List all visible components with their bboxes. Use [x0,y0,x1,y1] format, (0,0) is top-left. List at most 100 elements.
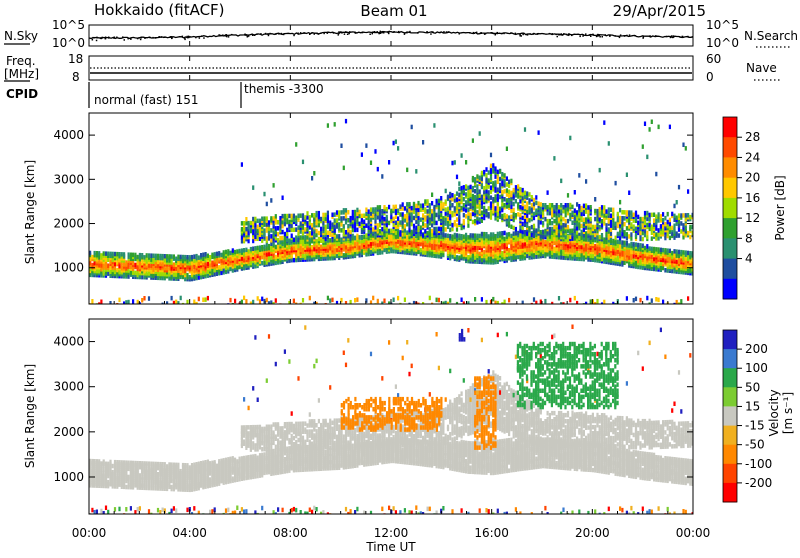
power-cell [148,253,150,257]
power-cell [506,192,508,197]
power-cell [615,222,617,227]
power-cell [234,250,236,255]
power-cell [420,225,422,230]
power-cell [671,212,673,217]
power-cell [116,260,118,265]
power-cell [207,254,209,259]
power-cell [621,220,623,225]
power-cell [125,260,127,265]
power-cell [522,222,524,227]
power-cell [578,173,580,178]
power-cell [177,255,179,260]
power-cell [447,217,449,222]
noise-point [348,33,350,35]
power-cell [313,171,315,176]
power-cell [522,188,524,193]
power-cell [673,218,675,223]
power-cell [397,296,399,301]
power-cell [494,180,496,185]
power-cell [633,224,635,229]
power-cell [458,193,460,198]
power-cell [501,182,503,187]
power-cell [266,222,268,227]
power-cell [492,209,494,214]
power-cell [336,218,338,223]
power-cell [352,214,354,219]
power-cell [540,202,542,207]
power-cell [196,274,198,279]
noise-point [527,34,529,36]
power-cell [327,219,329,224]
power-cell [671,232,673,237]
power-cell [508,248,510,253]
power-cell [345,220,347,225]
power-cell [175,300,177,305]
power-cell [150,257,152,262]
power-cell [193,268,195,273]
power-cell [678,185,680,190]
power-cell [162,276,164,281]
power-cell [490,164,492,169]
power-cell [549,219,551,224]
power-cell [340,216,342,221]
noise-point [579,36,581,38]
power-cell [519,199,521,204]
power-cell [558,209,560,214]
power-cell [510,225,512,230]
power-cell [574,208,576,213]
power-cell [576,251,578,256]
power-cell [442,220,444,225]
power-cell [560,221,562,226]
power-cell [660,262,662,267]
power-cell [293,299,295,304]
power-cell [585,235,587,240]
power-cell [282,230,284,235]
power-cell [268,262,270,267]
power-cell [322,217,324,222]
power-cell [635,227,637,232]
power-cell [359,210,361,215]
power-cell [476,199,478,204]
power-cell [470,213,472,218]
power-cell [365,252,367,257]
power-cell [565,219,567,224]
power-cell [510,179,512,184]
power-cell [116,252,118,257]
power-cell [168,266,170,271]
power-cell [354,242,356,247]
power-cell [451,161,453,166]
power-cell [565,203,567,208]
power-cell [492,205,494,210]
power-cell [513,188,515,193]
power-cell [583,204,585,209]
power-cell [279,224,281,229]
power-cell [445,189,447,194]
power-cell [522,226,524,231]
power-cell [345,301,347,306]
power-cell [96,269,98,274]
power-cell [270,238,272,243]
power-cell [148,296,150,301]
power-cell [610,208,612,213]
power-cell [139,253,141,258]
power-cell [673,253,675,258]
power-cell [590,229,592,234]
power-cell [680,250,682,255]
power-cell [490,240,492,245]
noise-point [372,33,374,35]
power-cell [610,252,612,257]
power-cell [302,248,304,253]
power-cell [404,224,406,229]
power-cell [386,207,388,212]
noise-point [389,31,391,33]
power-cell [669,218,671,223]
power-cell [98,251,100,256]
power-cell [576,234,578,239]
power-cell [109,301,111,306]
power-cell [189,275,191,280]
power-cell [359,245,361,250]
power-cell [406,242,408,247]
power-cell [556,215,558,220]
noise-point [184,38,186,40]
